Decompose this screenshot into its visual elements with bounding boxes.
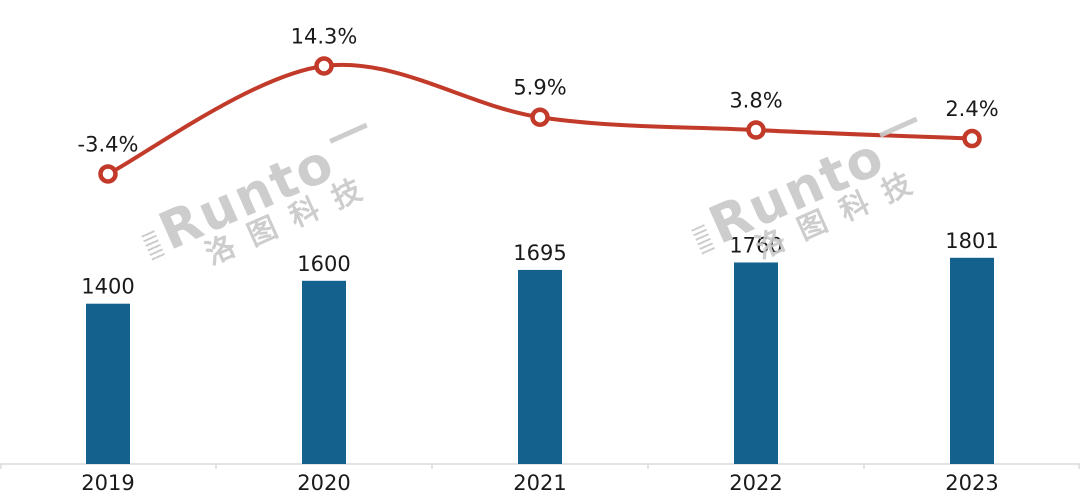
bar-2021 — [518, 269, 562, 464]
bar-value-label-2019: 1400 — [81, 275, 134, 299]
x-axis-label-2019: 2019 — [81, 471, 134, 495]
bar-value-label-2023: 1801 — [945, 229, 998, 253]
x-axis-label-2022: 2022 — [729, 471, 782, 495]
bar-2023 — [950, 257, 994, 464]
growth-marker-2019 — [98, 164, 118, 184]
growth-value-label-2023: 2.4% — [945, 97, 998, 121]
growth-value-label-2020: 14.3% — [291, 24, 358, 48]
growth-marker-2022 — [746, 120, 766, 140]
bar-value-label-2021: 1695 — [513, 241, 566, 265]
bar-2019 — [86, 303, 130, 464]
growth-marker-2023 — [962, 128, 982, 149]
growth-marker-2020 — [314, 56, 334, 76]
x-axis-label-2023: 2023 — [945, 471, 998, 495]
growth-marker-2021 — [530, 107, 550, 127]
bar-value-label-2020: 1600 — [297, 252, 350, 276]
bar-value-label-2022: 1760 — [729, 233, 782, 257]
bar-2020 — [302, 280, 346, 464]
x-axis-label-2021: 2021 — [513, 471, 566, 495]
growth-value-label-2022: 3.8% — [729, 89, 782, 113]
growth-value-label-2019: -3.4% — [78, 132, 139, 156]
growth-value-label-2021: 5.9% — [513, 76, 566, 100]
x-axis-label-2020: 2020 — [297, 471, 350, 495]
bar-2022 — [734, 262, 778, 464]
